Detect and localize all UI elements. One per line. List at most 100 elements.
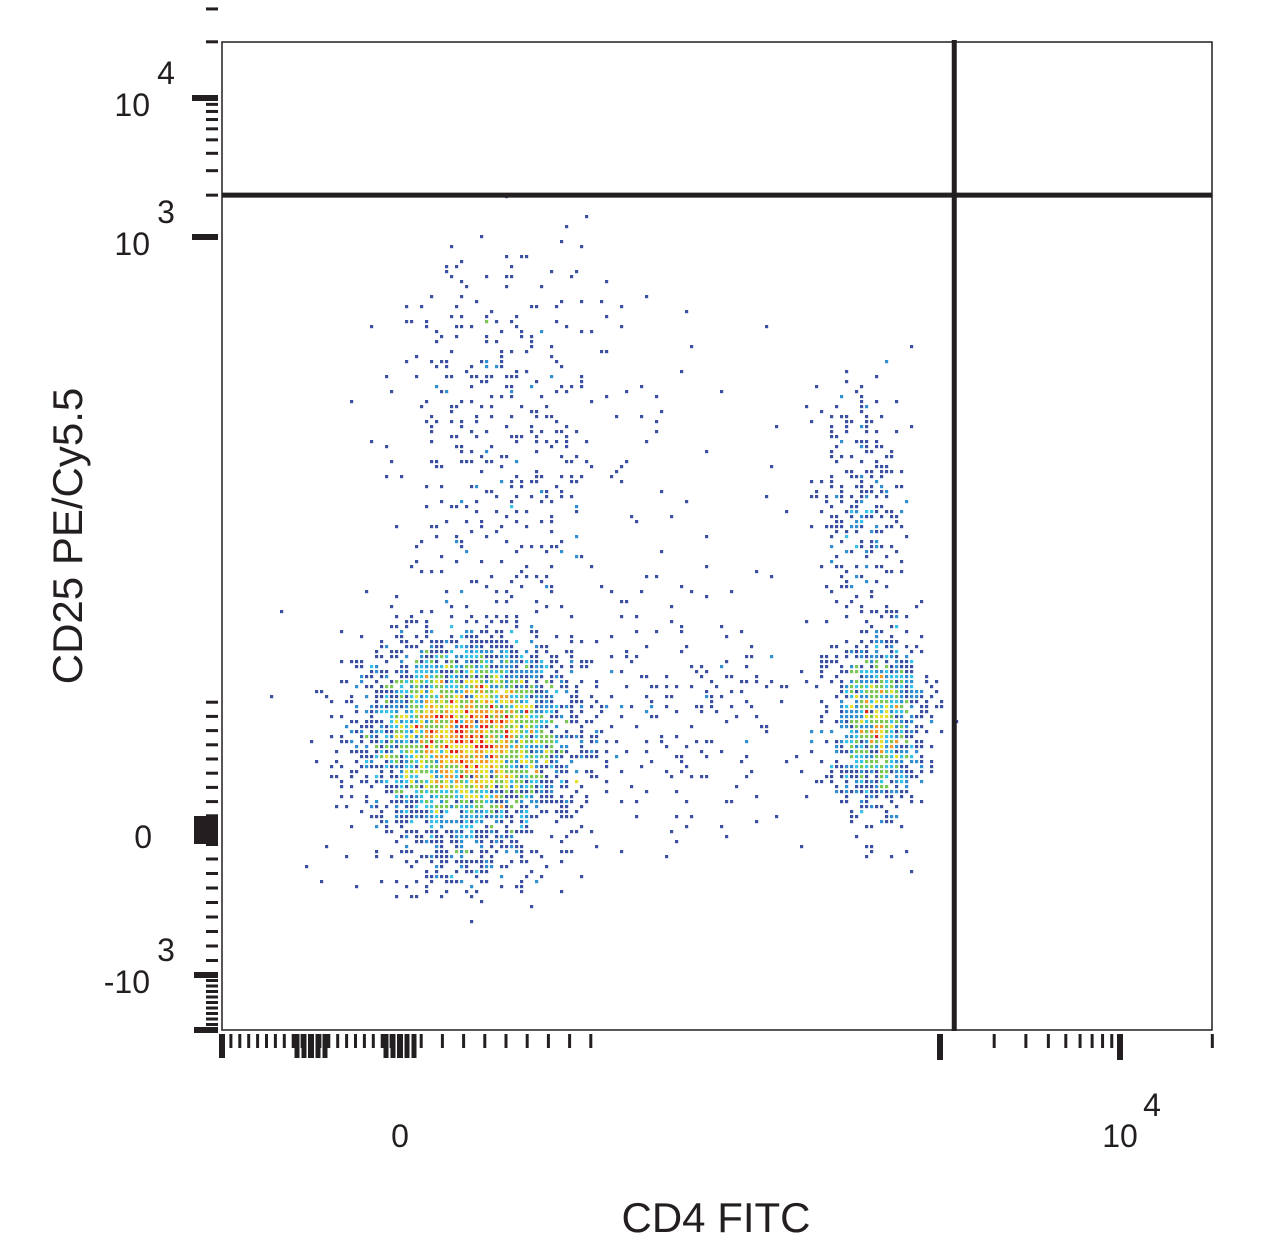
event-dot <box>490 675 494 679</box>
event-dot <box>460 425 464 429</box>
event-dot <box>875 375 879 379</box>
event-dot <box>455 730 459 734</box>
event-dot <box>485 680 489 684</box>
event-dot <box>855 725 859 729</box>
event-dot <box>920 740 924 744</box>
event-dot <box>855 790 859 794</box>
event-dot <box>850 420 854 424</box>
event-dot <box>845 690 849 694</box>
event-dot <box>375 730 379 734</box>
event-dot <box>330 715 334 719</box>
event-dot <box>860 475 864 479</box>
event-dot <box>485 460 489 464</box>
event-dot <box>430 810 434 814</box>
event-dot <box>900 825 904 829</box>
event-dot <box>600 710 604 714</box>
event-dot <box>860 780 864 784</box>
event-dot <box>500 795 504 799</box>
event-dot <box>460 845 464 849</box>
event-dot <box>525 725 529 729</box>
event-dot <box>465 800 469 804</box>
event-dot <box>430 675 434 679</box>
event-dot <box>545 735 549 739</box>
event-dot <box>460 735 464 739</box>
event-dot <box>550 515 554 519</box>
event-dot <box>580 805 584 809</box>
event-dot <box>385 725 389 729</box>
event-dot <box>425 805 429 809</box>
event-dot <box>555 660 559 664</box>
event-dot <box>350 740 354 744</box>
event-dot <box>570 710 574 714</box>
event-dot <box>845 535 849 539</box>
event-dot <box>455 690 459 694</box>
event-dot <box>395 755 399 759</box>
event-dot <box>395 785 399 789</box>
event-dot <box>875 530 879 534</box>
event-dot <box>470 325 474 329</box>
event-dot <box>425 720 429 724</box>
event-dot <box>860 545 864 549</box>
event-dot <box>475 420 479 424</box>
event-dot <box>425 320 429 324</box>
event-dot <box>920 800 924 804</box>
event-dot <box>485 795 489 799</box>
event-dot <box>860 750 864 754</box>
event-dot <box>900 765 904 769</box>
event-dot <box>530 655 534 659</box>
event-dot <box>875 735 879 739</box>
event-dot <box>460 260 464 264</box>
event-dot <box>530 705 534 709</box>
event-dot <box>860 745 864 749</box>
event-dot <box>875 665 879 669</box>
event-dot <box>535 650 539 654</box>
event-dot <box>895 430 899 434</box>
event-dot <box>530 715 534 719</box>
event-dot <box>490 760 494 764</box>
event-dot <box>375 680 379 684</box>
event-dot <box>445 745 449 749</box>
event-dot <box>490 775 494 779</box>
event-dot <box>525 695 529 699</box>
event-dot <box>555 755 559 759</box>
event-dot <box>460 840 464 844</box>
event-dot <box>895 765 899 769</box>
event-dot <box>900 560 904 564</box>
event-dot <box>545 765 549 769</box>
event-dot <box>560 455 564 459</box>
event-dot <box>410 780 414 784</box>
event-dot <box>470 850 474 854</box>
event-dot <box>510 840 514 844</box>
event-dot <box>535 775 539 779</box>
event-dot <box>385 825 389 829</box>
event-dot <box>515 550 519 554</box>
event-dot <box>550 760 554 764</box>
event-dot <box>490 575 494 579</box>
event-dot <box>535 780 539 784</box>
event-dot <box>775 815 779 819</box>
event-dot <box>510 735 514 739</box>
event-dot <box>840 745 844 749</box>
event-dot <box>375 650 379 654</box>
event-dot <box>380 810 384 814</box>
event-dot <box>515 765 519 769</box>
event-dot <box>465 675 469 679</box>
event-dot <box>540 745 544 749</box>
event-dot <box>340 780 344 784</box>
event-dot <box>385 735 389 739</box>
event-dot <box>450 780 454 784</box>
event-dot <box>460 675 464 679</box>
event-dot <box>485 335 489 339</box>
event-dot <box>565 780 569 784</box>
event-dot <box>500 655 504 659</box>
event-dot <box>485 315 489 319</box>
event-dot <box>835 555 839 559</box>
event-dot <box>500 710 504 714</box>
event-dot <box>395 700 399 704</box>
event-dot <box>780 700 784 704</box>
event-dot <box>885 745 889 749</box>
event-dot <box>425 700 429 704</box>
event-dot <box>535 735 539 739</box>
event-dot <box>930 745 934 749</box>
event-dot <box>445 740 449 744</box>
